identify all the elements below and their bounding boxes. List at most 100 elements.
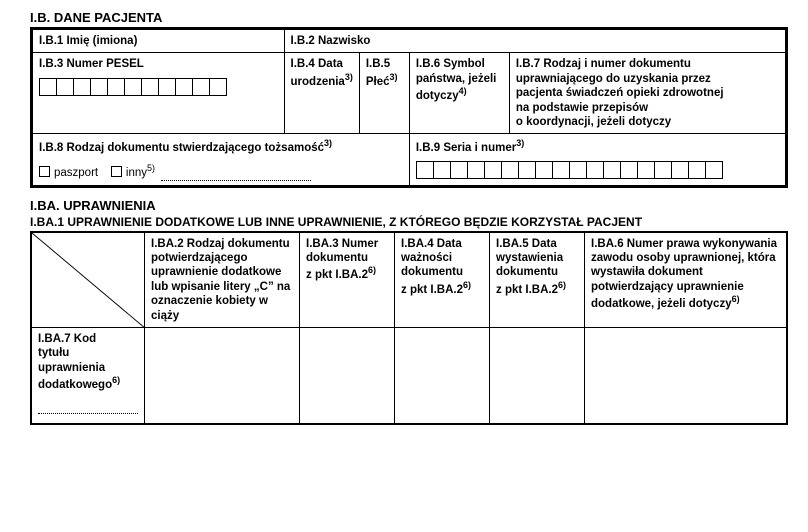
cell-iba4-val[interactable] bbox=[395, 327, 490, 423]
input-cell[interactable] bbox=[620, 161, 638, 179]
label-ib5a: I.B.5 bbox=[366, 57, 403, 71]
label-ib4b: urodzenia3) bbox=[291, 72, 353, 89]
label-iba5d: z pkt I.BA.26) bbox=[496, 280, 578, 297]
input-cell[interactable] bbox=[671, 161, 689, 179]
cell-ib2: I.B.2 Nazwisko bbox=[284, 30, 785, 53]
input-cell[interactable] bbox=[603, 161, 621, 179]
input-cell[interactable] bbox=[141, 78, 159, 96]
cell-ib5: I.B.5 Płeć3) bbox=[359, 53, 409, 134]
label-iba4a: I.BA.4 Data bbox=[401, 237, 483, 251]
cell-diag bbox=[31, 232, 145, 328]
serial-boxes[interactable] bbox=[416, 161, 779, 179]
label-ib6b: państwa, jeżeli bbox=[416, 72, 503, 86]
label-ib7d: na podstawie przepisów bbox=[516, 101, 779, 115]
section-iba-title: I.BA. UPRAWNIENIA bbox=[30, 198, 788, 213]
ib8-options: paszport inny5) bbox=[39, 163, 403, 180]
label-ib7e: o koordynacji, jeżeli dotyczy bbox=[516, 115, 779, 129]
input-cell[interactable] bbox=[433, 161, 451, 179]
cell-iba3: I.BA.3 Numer dokumentu z pkt I.BA.26) bbox=[300, 232, 395, 328]
section-iba-sub: I.BA.1 UPRAWNIENIE DODATKOWE LUB INNE UP… bbox=[30, 215, 788, 229]
input-cell[interactable] bbox=[484, 161, 502, 179]
cell-ib8: I.B.8 Rodzaj dokumentu stwierdzającego t… bbox=[33, 134, 410, 185]
ib-table: I.B.1 Imię (imiona) I.B.2 Nazwisko I.B.3… bbox=[32, 29, 786, 186]
input-cell[interactable] bbox=[688, 161, 706, 179]
label-ib4a: I.B.4 Data bbox=[291, 57, 353, 71]
cell-iba4: I.BA.4 Data ważności dokumentu z pkt I.B… bbox=[395, 232, 490, 328]
cell-iba5: I.BA.5 Data wystawienia dokumentu z pkt … bbox=[490, 232, 585, 328]
input-cell[interactable] bbox=[637, 161, 655, 179]
cell-ib3: I.B.3 Numer PESEL bbox=[33, 53, 285, 134]
label-iba2: I.BA.2 Rodzaj dokumentu potwierdzającego… bbox=[151, 238, 290, 322]
diag-line-icon bbox=[32, 233, 144, 327]
input-cell[interactable] bbox=[450, 161, 468, 179]
label-ib7b: uprawniającego do uzyskania przez bbox=[516, 72, 779, 86]
label-ib3: I.B.3 Numer PESEL bbox=[39, 58, 144, 70]
input-cell[interactable] bbox=[158, 78, 176, 96]
cell-iba6: I.BA.6 Numer prawa wykonywania zawodu os… bbox=[585, 232, 788, 328]
iba-table: I.BA.2 Rodzaj dokumentu potwierdzającego… bbox=[30, 231, 788, 425]
opt-other: inny5) bbox=[126, 167, 155, 179]
input-cell[interactable] bbox=[586, 161, 604, 179]
label-iba3b: dokumentu bbox=[306, 251, 388, 265]
checkbox-other[interactable] bbox=[111, 166, 122, 177]
label-iba4b: ważności bbox=[401, 251, 483, 265]
label-ib9: I.B.9 Seria i numer3) bbox=[416, 138, 779, 155]
label-ib6c: dotyczy4) bbox=[416, 86, 503, 103]
input-cell[interactable] bbox=[56, 78, 74, 96]
label-ib1: I.B.1 Imię (imiona) bbox=[39, 35, 137, 47]
label-ib5b: Płeć3) bbox=[366, 72, 403, 89]
label-iba6: I.BA.6 Numer prawa wykonywania zawodu os… bbox=[591, 238, 777, 310]
opt-passport: paszport bbox=[54, 167, 98, 179]
input-cell[interactable] bbox=[467, 161, 485, 179]
section-ib-box: I.B.1 Imię (imiona) I.B.2 Nazwisko I.B.3… bbox=[30, 27, 788, 188]
cell-iba6-val[interactable] bbox=[585, 327, 788, 423]
label-ib7c: pacjenta świadczeń opieki zdrowotnej bbox=[516, 86, 779, 100]
input-cell[interactable] bbox=[552, 161, 570, 179]
input-cell[interactable] bbox=[654, 161, 672, 179]
label-iba5b: wystawienia bbox=[496, 251, 578, 265]
label-ib8: I.B.8 Rodzaj dokumentu stwierdzającego t… bbox=[39, 138, 403, 155]
cell-ib4: I.B.4 Data urodzenia3) bbox=[284, 53, 359, 134]
other-dotline[interactable] bbox=[161, 171, 311, 181]
label-iba5c: dokumentu bbox=[496, 265, 578, 279]
cell-iba7: I.BA.7 Kod tytułu uprawnienia dodatkoweg… bbox=[31, 327, 145, 423]
iba7-dotline[interactable] bbox=[38, 404, 138, 414]
input-cell[interactable] bbox=[192, 78, 210, 96]
input-cell[interactable] bbox=[416, 161, 434, 179]
cell-ib6: I.B.6 Symbol państwa, jeżeli dotyczy4) bbox=[409, 53, 509, 134]
label-iba5a: I.BA.5 Data bbox=[496, 237, 578, 251]
input-cell[interactable] bbox=[535, 161, 553, 179]
label-iba7b: tytułu bbox=[38, 346, 138, 360]
checkbox-passport[interactable] bbox=[39, 166, 50, 177]
label-iba7a: I.BA.7 Kod bbox=[38, 332, 138, 346]
input-cell[interactable] bbox=[107, 78, 125, 96]
pesel-boxes[interactable] bbox=[39, 78, 278, 96]
label-iba7d: dodatkowego6) bbox=[38, 375, 138, 392]
input-cell[interactable] bbox=[209, 78, 227, 96]
input-cell[interactable] bbox=[501, 161, 519, 179]
input-cell[interactable] bbox=[124, 78, 142, 96]
input-cell[interactable] bbox=[90, 78, 108, 96]
label-ib7a: I.B.7 Rodzaj i numer dokumentu bbox=[516, 57, 779, 71]
cell-iba2-val[interactable] bbox=[145, 327, 300, 423]
label-iba4c: dokumentu bbox=[401, 265, 483, 279]
input-cell[interactable] bbox=[569, 161, 587, 179]
label-ib2: I.B.2 Nazwisko bbox=[291, 35, 371, 47]
cell-ib9: I.B.9 Seria i numer3) bbox=[409, 134, 785, 185]
cell-ib1: I.B.1 Imię (imiona) bbox=[33, 30, 285, 53]
cell-iba2: I.BA.2 Rodzaj dokumentu potwierdzającego… bbox=[145, 232, 300, 328]
input-cell[interactable] bbox=[518, 161, 536, 179]
label-ib6a: I.B.6 Symbol bbox=[416, 57, 503, 71]
input-cell[interactable] bbox=[705, 161, 723, 179]
cell-iba3-val[interactable] bbox=[300, 327, 395, 423]
label-iba7c: uprawnienia bbox=[38, 361, 138, 375]
label-iba3a: I.BA.3 Numer bbox=[306, 237, 388, 251]
input-cell[interactable] bbox=[39, 78, 57, 96]
cell-iba5-val[interactable] bbox=[490, 327, 585, 423]
section-ib-title: I.B. DANE PACJENTA bbox=[30, 10, 788, 25]
input-cell[interactable] bbox=[73, 78, 91, 96]
label-iba3c: z pkt I.BA.26) bbox=[306, 265, 388, 282]
cell-ib7: I.B.7 Rodzaj i numer dokumentu uprawniaj… bbox=[509, 53, 785, 134]
input-cell[interactable] bbox=[175, 78, 193, 96]
label-iba4d: z pkt I.BA.26) bbox=[401, 280, 483, 297]
